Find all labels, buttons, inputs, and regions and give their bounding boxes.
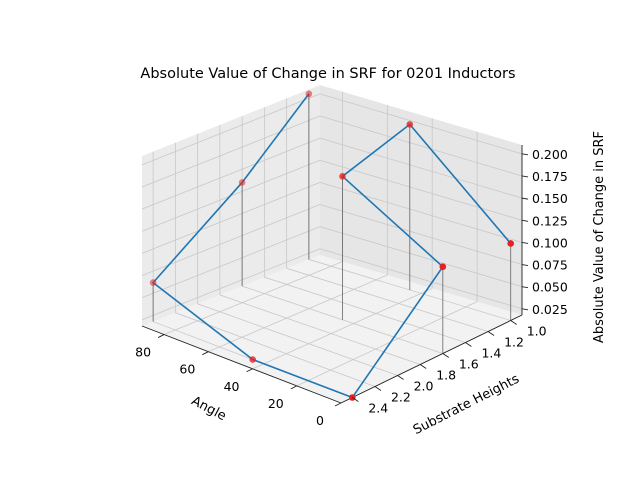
data-point <box>339 173 346 180</box>
y-tick-label: 1.2 <box>504 335 524 350</box>
back-left-pane <box>142 85 320 326</box>
grid-line-wall-z <box>141 115 321 188</box>
z-tick-label: 0.125 <box>532 213 568 228</box>
y-tick-label: 1.6 <box>459 357 479 372</box>
grid-line-floor-height <box>219 294 421 365</box>
grid-line-wall-z <box>141 182 321 254</box>
axis-ticks: 0 20 40 60 80 1.01.21.41.61.82.02.22.4 0.025 0.… <box>135 147 568 428</box>
data-point <box>406 121 414 128</box>
x-tick-label: 20 <box>268 396 284 411</box>
y-tick-label: 1.4 <box>481 346 501 361</box>
data-point <box>249 356 257 363</box>
y-tick <box>419 364 427 369</box>
z-tick <box>521 153 529 156</box>
y-tick-label: 2.2 <box>391 390 411 405</box>
data-point <box>439 263 447 271</box>
z-tick <box>521 264 529 266</box>
y-tick-label: 2.0 <box>414 379 434 394</box>
x-tick <box>334 402 342 407</box>
x-tick-label: 0 <box>316 413 324 428</box>
x-tick <box>157 334 165 338</box>
z-tick-label: 0.175 <box>532 169 568 184</box>
grid-line-wall-z <box>141 226 321 299</box>
grid-line-floor-height <box>264 276 466 343</box>
grid-line-wall-z <box>319 226 523 288</box>
y-tick <box>352 397 359 402</box>
grid-line-wall-z <box>319 93 523 155</box>
z-tick-label: 0.100 <box>532 235 568 250</box>
grid-line-floor-angle <box>163 261 343 335</box>
grid-line-wall-z <box>319 115 523 177</box>
x-tick-label: 60 <box>179 362 195 377</box>
x-tick <box>246 368 253 373</box>
x-tick-label: 40 <box>224 379 240 394</box>
data-point <box>507 240 514 247</box>
z-tick <box>521 175 529 178</box>
stem-lines <box>152 93 512 354</box>
grid-line-wall-z <box>319 159 523 221</box>
grid-line-wall-z <box>319 182 523 243</box>
y-tick <box>487 331 495 336</box>
grid-line-floor-angle <box>208 274 388 353</box>
z-tick-label: 0.025 <box>532 302 568 317</box>
z-tick <box>521 197 529 200</box>
grid-line-floor-angle <box>252 287 433 370</box>
x-axis-line <box>141 325 342 404</box>
y-tick-label: 1.0 <box>527 324 547 339</box>
z-tick <box>521 286 529 289</box>
x-tick <box>202 351 209 356</box>
z-tick <box>521 219 529 222</box>
z-tick-label: 0.200 <box>532 147 568 162</box>
z-tick <box>521 308 529 311</box>
back-right-pane <box>320 85 522 315</box>
y-tick-label: 2.4 <box>368 401 388 416</box>
grid-line-wall-z <box>319 248 523 310</box>
y-tick-label: 1.8 <box>436 368 456 383</box>
y-tick <box>374 386 382 391</box>
y-tick <box>397 375 404 380</box>
axis-panes <box>142 85 522 403</box>
floor-pane <box>142 255 522 403</box>
chart-title: Absolute Value of Change in SRF for 0201… <box>140 66 515 82</box>
grid-line-wall-z <box>319 204 523 265</box>
z-tick-label: 0.050 <box>532 280 568 295</box>
x-tick-label: 80 <box>135 345 151 360</box>
grid-line-floor-height <box>197 303 398 376</box>
y-tick <box>442 353 450 358</box>
grid-line-floor-height <box>286 267 489 332</box>
y-tick <box>465 342 472 347</box>
y-tick <box>510 320 517 325</box>
x-tick <box>290 385 297 390</box>
z-axis-label: Absolute Value of Change in SRF <box>592 131 607 343</box>
y-axis-line <box>340 314 523 404</box>
grid-line-floor-angle <box>296 301 478 387</box>
grid-line-wall-z <box>141 93 321 166</box>
z-tick <box>521 241 529 244</box>
grid-line-wall-z <box>141 137 321 210</box>
data-point <box>238 179 246 186</box>
data-point <box>149 279 157 286</box>
grid-line-wall-z <box>319 137 523 199</box>
data-point <box>305 90 313 98</box>
x-axis-label: Angle <box>189 394 229 425</box>
grid-line-wall-z <box>141 248 321 321</box>
grid-line-wall-z <box>141 204 321 276</box>
z-tick-label: 0.150 <box>532 191 568 206</box>
z-tick-label: 0.075 <box>532 258 568 273</box>
